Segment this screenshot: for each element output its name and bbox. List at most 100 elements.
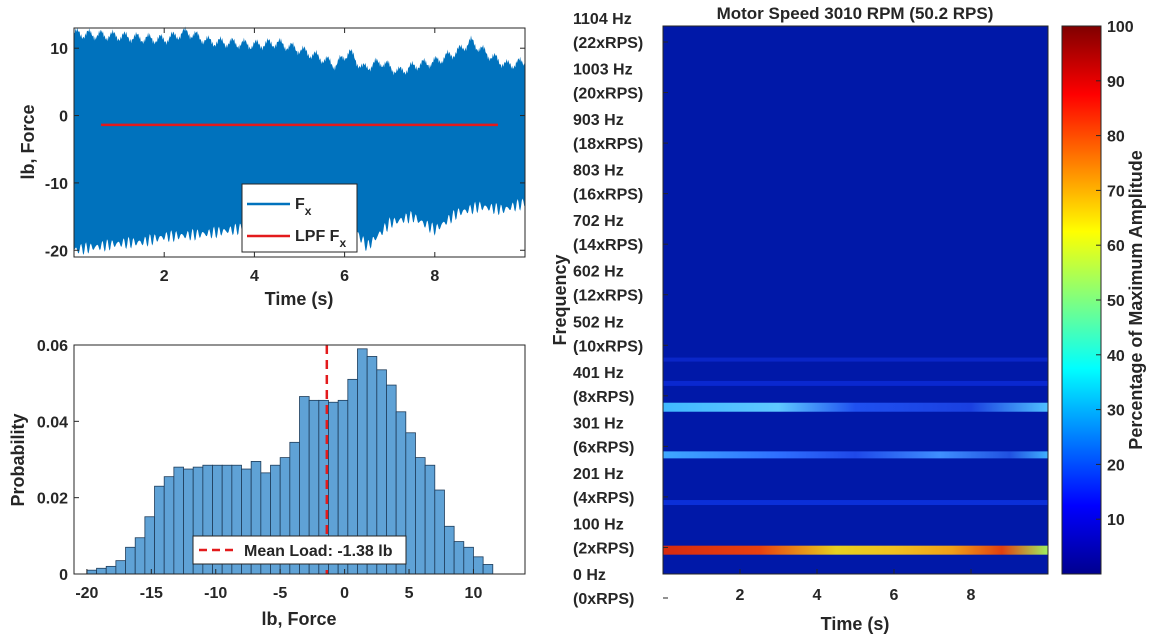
spectrogram-x-tick-label: 6 xyxy=(890,587,899,604)
time-series-x-tick-label: 6 xyxy=(340,268,349,285)
colorbar-label: Percentage of Maximum Amplitude xyxy=(1126,150,1146,449)
histogram-bar xyxy=(163,476,175,575)
histogram-panel: -20 -15 -10 -5 0 5 10 00.020.040.06 lb, Force … xyxy=(8,338,526,629)
histogram-bar xyxy=(482,564,494,575)
histogram-bar xyxy=(86,569,97,575)
time-series-x-label: Time (s) xyxy=(265,289,334,309)
spectrogram-title: Motor Speed 3010 RPM (50.2 RPS) xyxy=(717,4,994,23)
histogram-y-tick-label: 0.06 xyxy=(37,338,68,355)
histogram-bar xyxy=(144,516,155,575)
time-series-panel: 2 4 6 8 -20 -10 0 10 Time (s) lb, Force Fx LPF… xyxy=(18,26,526,309)
time-series-x-tick-label: 4 xyxy=(250,268,259,285)
histogram-x-tick-label: 5 xyxy=(405,585,414,602)
histogram-y-ticks: 0 0.02 0.04 0.06 xyxy=(37,338,79,584)
histogram-bar xyxy=(173,466,184,575)
histogram-x-tick-label: -15 xyxy=(140,585,163,602)
spectrogram-band xyxy=(663,357,1048,362)
histogram-bar xyxy=(134,537,146,575)
time-series-y-tick-label: 10 xyxy=(50,41,68,58)
fx-legend-label: Fx xyxy=(295,196,312,218)
histogram-x-label: lb, Force xyxy=(261,609,336,629)
colorbar-tick-label: 90 xyxy=(1107,74,1125,91)
histogram-bar xyxy=(434,489,445,575)
spectrogram-y-tick-rps: (8xRPS) xyxy=(573,389,634,406)
histogram-bar xyxy=(453,541,465,575)
colorbar-tick-label: 100 xyxy=(1107,19,1134,36)
mean-load-legend-label: Mean Load: -1.38 lb xyxy=(244,543,393,560)
spectrogram-band xyxy=(663,402,1048,412)
spectrogram-y-tick-rps: (6xRPS) xyxy=(573,439,634,456)
histogram-bar xyxy=(463,546,474,575)
histogram-bar xyxy=(424,464,436,575)
time-series-y-tick-label: -20 xyxy=(45,243,68,260)
colorbar-tick-label: 10 xyxy=(1107,512,1125,529)
spectrogram-y-tick-hz: 1104 Hz xyxy=(573,11,632,28)
histogram-bar xyxy=(183,468,194,575)
spectrogram-y-tick-hz: 502 Hz xyxy=(573,314,624,331)
spectrogram-y-tick-hz: 702 Hz xyxy=(573,213,624,230)
spectrogram-x-tick-label: 2 xyxy=(736,587,745,604)
colorbar-tick-label: 50 xyxy=(1107,293,1125,310)
spectrogram-x-label: Time (s) xyxy=(821,614,890,634)
colorbar-tick-label: 40 xyxy=(1107,348,1125,365)
spectrogram-y-tick-hz: 903 Hz xyxy=(573,112,624,129)
time-series-y-tick-label: 0 xyxy=(59,109,68,126)
spectrogram-band xyxy=(663,380,1048,386)
colorbar-tick-label: 60 xyxy=(1107,238,1125,255)
histogram-y-tick-label: 0.04 xyxy=(37,414,68,431)
spectrogram-y-tick-hz: 1003 Hz xyxy=(573,62,633,79)
histogram-x-ticks: -20 -15 -10 -5 0 5 10 xyxy=(75,569,482,602)
time-series-x-tick-label: 2 xyxy=(160,268,169,285)
histogram-legend: Mean Load: -1.38 lb xyxy=(192,535,407,565)
time-series-legend-box xyxy=(241,183,358,253)
spectrogram-band xyxy=(663,500,1048,506)
spectrogram-y-tick-hz: 602 Hz xyxy=(573,264,624,281)
histogram-bar xyxy=(415,457,426,575)
histogram-bar xyxy=(405,432,416,575)
histogram-y-tick-label: 0 xyxy=(59,567,68,584)
spectrogram-y-tick-rps: (22xRPS) xyxy=(573,35,643,52)
histogram-x-tick-label: -5 xyxy=(273,585,287,602)
histogram-bar xyxy=(154,485,165,575)
histogram-axes-box xyxy=(73,344,526,575)
spectrogram-y-tick-hz: 100 Hz xyxy=(573,516,624,533)
fx-signal-area xyxy=(74,26,525,255)
spectrogram-y-tick-rps: (2xRPS) xyxy=(573,540,634,557)
histogram-x-tick-label: 10 xyxy=(465,585,483,602)
time-series-axes-box xyxy=(73,27,526,258)
spectrogram-y-ticks: 1104 Hz (22xRPS) 1003 Hz (20xRPS) 903 Hz (18x… xyxy=(573,11,668,608)
spectrogram-x-tick-label: 4 xyxy=(813,587,822,604)
histogram-bar xyxy=(125,546,136,575)
colorbar xyxy=(1061,25,1102,575)
spectrogram-band xyxy=(663,451,1048,459)
spectrogram-y-tick-rps: (16xRPS) xyxy=(573,187,643,204)
colorbar-ticks: 10 20 30 40 50 60 70 80 90 100 xyxy=(1096,19,1134,529)
spectrogram-y-tick-hz: 803 Hz xyxy=(573,163,624,180)
time-series-x-ticks: 2 4 6 8 xyxy=(160,28,439,285)
colorbar-tick-label: 70 xyxy=(1107,183,1125,200)
time-series-legend: Fx LPF Fx xyxy=(241,183,358,253)
spectrogram-y-tick-rps: (0xRPS) xyxy=(573,591,634,608)
histogram-x-tick-label: -10 xyxy=(204,585,227,602)
spectrogram-band xyxy=(663,545,1048,555)
spectrogram-y-label: Frequency xyxy=(550,254,570,345)
colorbar-tick-label: 20 xyxy=(1107,457,1125,474)
spectrogram-y-tick-rps: (18xRPS) xyxy=(573,136,643,153)
spectrogram-y-tick-rps: (10xRPS) xyxy=(573,338,643,355)
spectrogram-y-tick-rps: (12xRPS) xyxy=(573,288,643,305)
time-series-x-tick-label: 8 xyxy=(430,268,439,285)
spectrogram-y-tick-rps: (20xRPS) xyxy=(573,86,643,103)
spectrogram-panel: Motor Speed 3010 RPM (50.2 RPS) 2 4 6 8 110… xyxy=(550,4,1146,634)
histogram-y-tick-label: 0.02 xyxy=(37,491,68,508)
histogram-bars xyxy=(86,348,494,575)
spectrogram-y-tick-rps: (4xRPS) xyxy=(573,490,634,507)
histogram-bar xyxy=(115,560,126,575)
spectrogram-x-tick-label: 8 xyxy=(967,587,976,604)
spectrogram-y-tick-rps: (14xRPS) xyxy=(573,237,643,254)
histogram-bar xyxy=(96,567,107,575)
colorbar-tick-label: 80 xyxy=(1107,129,1125,146)
lpf-fx-legend-label: LPF Fx xyxy=(295,228,346,250)
histogram-x-tick-label: -20 xyxy=(75,585,98,602)
spectrogram-y-tick-hz: 201 Hz xyxy=(573,466,624,483)
